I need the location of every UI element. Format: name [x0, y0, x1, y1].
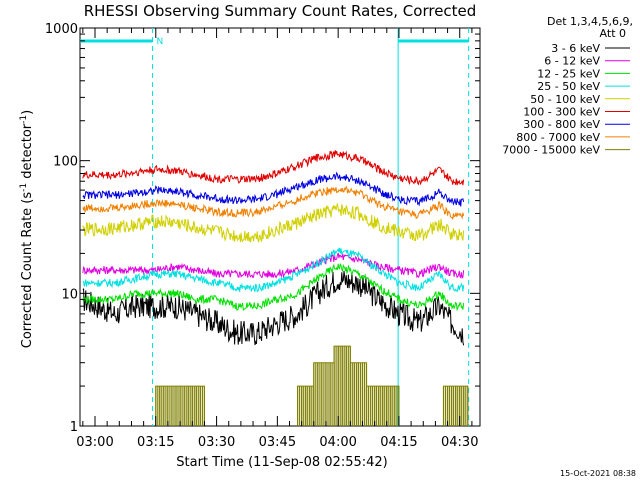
series-line-6-12kev [82, 252, 465, 279]
y-tick-label: 100 [53, 155, 78, 170]
x-tick-label: 04:00 [319, 435, 356, 450]
series-lines [82, 150, 469, 426]
axis-ticks: 1 10 100 1000 03:00 03:15 03:30 03:45 04:00 04:15… [45, 22, 480, 450]
x-tick-label: 03:30 [198, 435, 235, 450]
chart-title: RHESSI Observing Summary Count Rates, Co… [84, 2, 477, 20]
series-line-50-100kev [82, 203, 465, 243]
y-tick-label: 1 [70, 420, 78, 435]
legend-entry-label: 3 - 6 keV [551, 42, 600, 55]
legend-entry-label: 100 - 300 keV [523, 106, 600, 119]
interval-markers: N [80, 28, 470, 426]
legend-entry-label: 7000 - 15000 keV [502, 144, 600, 157]
y-axis-label: Corrected Count Rate (s-1 detector-1) [19, 110, 35, 348]
legend-entry-label: 50 - 100 keV [530, 93, 600, 106]
x-tick-label: 04:30 [441, 435, 478, 450]
x-tick-label: 03:15 [137, 435, 174, 450]
x-tick-label: 03:45 [259, 435, 296, 450]
plot-frame [79, 27, 481, 427]
footer-timestamp: 15-Oct-2021 08:38 [560, 469, 636, 478]
interval-top-bar-label: N [157, 37, 164, 47]
x-axis-label: Start Time (11-Sep-08 02:55:42) [176, 455, 387, 470]
legend-header-line-2: Att 0 [600, 27, 626, 40]
series-line-800-7000kev [82, 185, 465, 220]
legend-entry-label: 800 - 7000 keV [516, 131, 600, 144]
series-line-100-300kev [82, 150, 465, 186]
legend-entry-label: 25 - 50 keV [537, 80, 600, 93]
legend-entry-label: 6 - 12 keV [544, 55, 600, 68]
x-tick-label: 03:00 [76, 435, 113, 450]
y-tick-label: 10 [61, 287, 78, 302]
series-line-12-25kev [82, 263, 465, 312]
series-line-25-50kev [82, 247, 465, 293]
legend-entry-label: 300 - 800 keV [523, 118, 600, 131]
x-tick-label: 04:15 [380, 435, 417, 450]
legend-header-line-1: Det 1,3,4,5,6,9, [547, 15, 633, 28]
legend-entry-label: 12 - 25 keV [537, 67, 600, 80]
series-line-300-800kev [82, 171, 465, 207]
y-tick-label: 1000 [45, 22, 78, 37]
